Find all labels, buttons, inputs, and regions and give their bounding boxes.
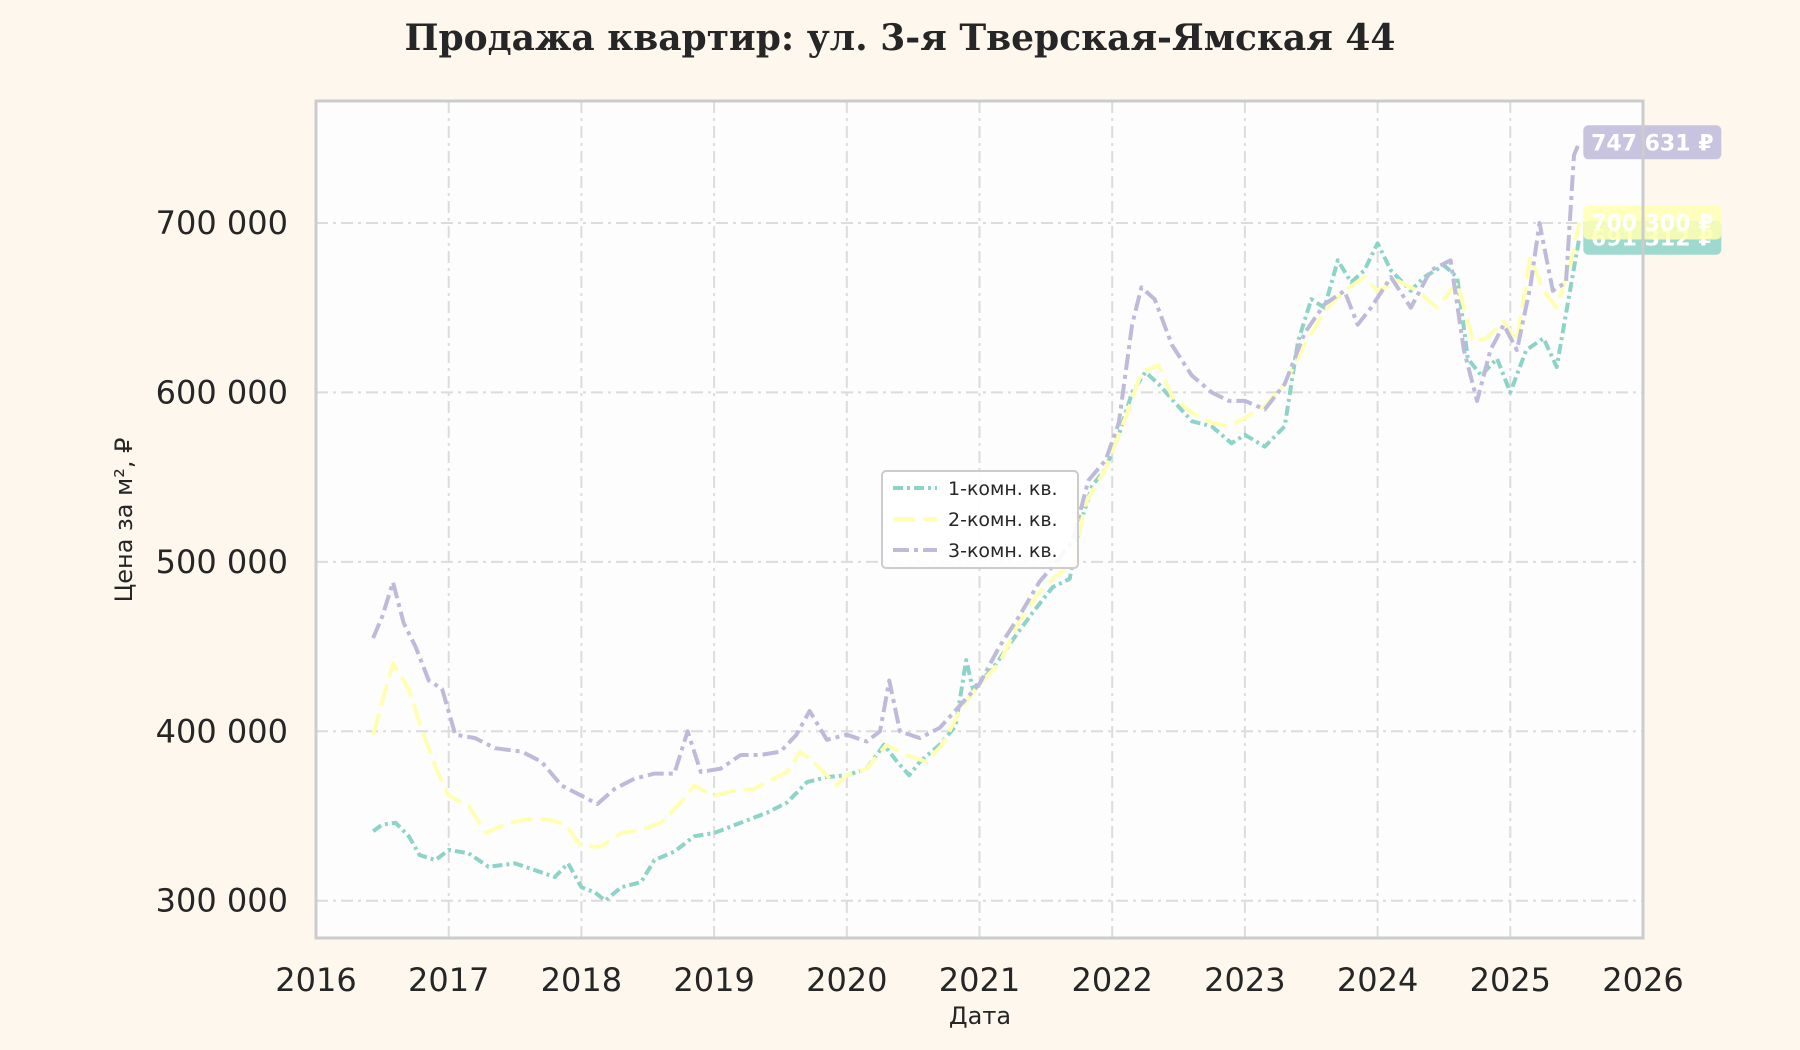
legend-entry-1: 1-комн. кв. [893,478,1058,500]
x-tick-label: 2016 [275,961,356,999]
end-label-box [1583,125,1722,160]
series-lines [371,141,1582,903]
end-value-label-2: 700 300 ₽ [1583,205,1722,240]
x-tick-label: 2022 [1071,961,1152,999]
y-tick-label: 500 000 [156,543,288,581]
x-tick-label: 2017 [408,961,489,999]
x-tick-label: 2023 [1204,961,1285,999]
y-axis-ticks: 300 000 400 000 500 000 600 000 700 000 [156,204,288,920]
x-tick-label: 2021 [939,961,1020,999]
x-axis-label: Дата [949,1002,1011,1030]
x-tick-label: 2020 [806,961,887,999]
y-axis-label: Цена за м², ₽ [110,438,138,603]
legend-label: 2-комн. кв. [948,509,1058,531]
x-tick-label: 2025 [1470,961,1551,999]
y-tick-label: 600 000 [156,373,288,411]
legend-label: 1-комн. кв. [948,478,1058,500]
legend-entry-3: 3-комн. кв. [893,540,1058,562]
series-line-2 [371,222,1582,849]
plot-frame [314,99,1645,940]
grid [316,101,1643,938]
y-tick-label: 700 000 [156,204,288,242]
end-value-label-3: 747 631 ₽ [1583,125,1722,160]
legend: 1-комн. кв. 2-комн. кв. 3-комн. кв. [881,470,1079,569]
x-tick-label: 2018 [541,961,622,999]
series-line-1 [371,237,1582,903]
y-tick-label: 300 000 [156,882,288,920]
x-tick-label: 2019 [673,961,754,999]
x-axis-ticks: 2016 2017 2018 2019 2020 2021 2022 2023 2024 2025… [275,961,1683,999]
y-tick-label: 400 000 [156,712,288,750]
chart-title: Продажа квартир: ул. 3-я Тверская-Ямская… [405,17,1396,59]
legend-label: 3-комн. кв. [948,540,1058,562]
legend-entry-2: 2-комн. кв. [893,509,1058,531]
end-label-text: 700 300 ₽ [1591,211,1713,236]
end-label-text: 747 631 ₽ [1591,131,1713,156]
series-line-3 [371,141,1582,807]
x-tick-label: 2024 [1337,961,1418,999]
end-label-box [1583,205,1722,240]
legend-box [881,470,1079,569]
x-tick-label: 2026 [1602,961,1683,999]
end-labels: 691 312 ₽700 300 ₽747 631 ₽ [1583,125,1722,255]
